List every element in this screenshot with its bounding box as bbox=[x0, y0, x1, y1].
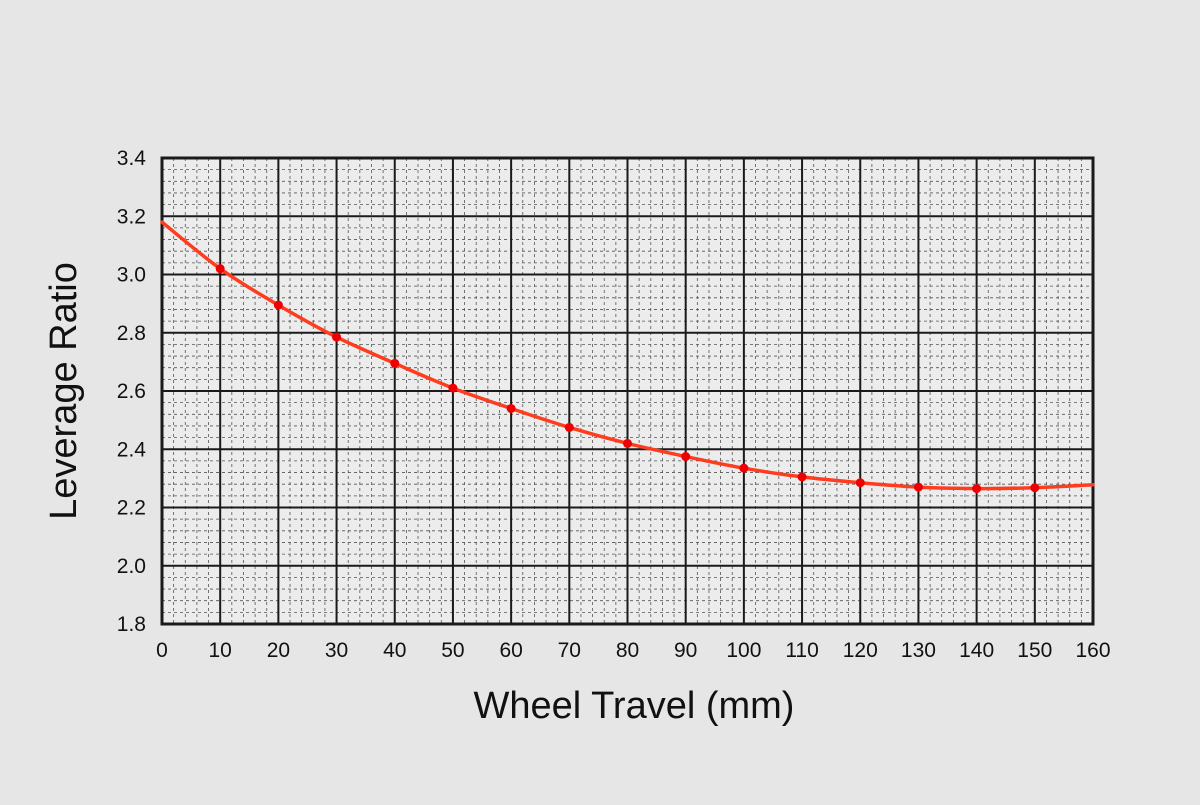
data-point bbox=[215, 264, 225, 274]
x-tick-label: 40 bbox=[383, 639, 406, 662]
y-tick-label: 3.4 bbox=[117, 147, 147, 170]
x-tick-label: 70 bbox=[558, 639, 581, 662]
x-tick-label: 120 bbox=[843, 639, 878, 662]
x-tick-label: 130 bbox=[901, 639, 936, 662]
data-point bbox=[797, 472, 807, 482]
data-point bbox=[448, 383, 458, 393]
x-axis-label: Wheel Travel (mm) bbox=[474, 685, 795, 727]
x-tick-label: 30 bbox=[325, 639, 348, 662]
y-tick-label: 2.0 bbox=[117, 555, 146, 578]
data-point bbox=[972, 484, 982, 494]
x-tick-label: 150 bbox=[1017, 639, 1052, 662]
y-tick-label: 2.4 bbox=[117, 438, 147, 461]
data-point bbox=[623, 438, 632, 448]
x-axis-ticks: 0 10 20 30 40 50 60 70 80 90 100 110 120 130 140 150 160 bbox=[156, 639, 1110, 662]
x-tick-label: 80 bbox=[616, 639, 639, 662]
data-point bbox=[681, 452, 691, 462]
x-tick-label: 60 bbox=[499, 639, 522, 662]
series-layer bbox=[160, 220, 1095, 494]
y-axis-label: Leverage Ratio bbox=[43, 262, 85, 520]
y-tick-label: 1.8 bbox=[117, 613, 146, 636]
x-tick-label: 140 bbox=[959, 639, 994, 662]
y-tick-label: 2.6 bbox=[117, 380, 146, 403]
data-point bbox=[273, 300, 283, 310]
x-tick-label: 10 bbox=[209, 639, 232, 662]
data-point bbox=[564, 422, 574, 432]
y-axis-ticks: 1.8 2.0 2.2 2.4 2.6 2.8 3.0 3.2 3.4 bbox=[117, 147, 147, 636]
data-point bbox=[855, 478, 865, 488]
x-tick-label: 100 bbox=[726, 639, 761, 662]
x-tick-label: 90 bbox=[674, 639, 697, 662]
y-tick-label: 2.8 bbox=[117, 322, 146, 345]
y-tick-label: 3.2 bbox=[117, 205, 146, 228]
data-point bbox=[332, 332, 342, 342]
plot-frame bbox=[160, 156, 1095, 626]
x-tick-label: 20 bbox=[267, 639, 290, 662]
x-tick-label: 160 bbox=[1075, 639, 1110, 662]
y-tick-label: 3.0 bbox=[117, 264, 146, 287]
x-tick-label: 50 bbox=[441, 639, 464, 662]
data-point bbox=[1030, 483, 1040, 493]
data-point bbox=[739, 463, 749, 473]
y-tick-label: 2.2 bbox=[117, 497, 146, 520]
minor-grid bbox=[162, 158, 1093, 624]
data-point bbox=[913, 482, 923, 492]
x-tick-label: 110 bbox=[785, 639, 818, 662]
data-point bbox=[390, 358, 400, 368]
x-tick-label: 0 bbox=[156, 639, 168, 662]
data-point bbox=[506, 403, 516, 413]
